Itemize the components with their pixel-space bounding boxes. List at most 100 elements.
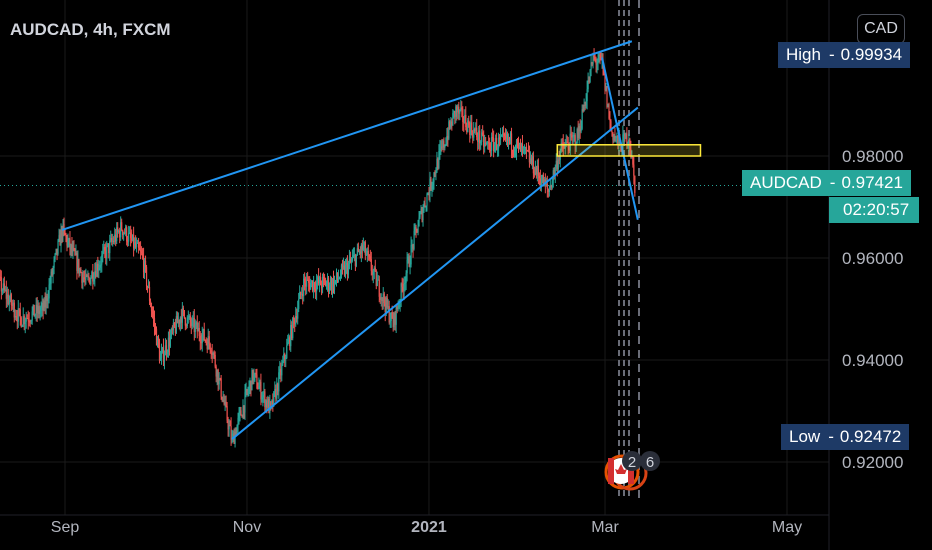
- candle-body: [365, 254, 367, 256]
- currency-button[interactable]: CAD: [857, 14, 905, 44]
- y-tick-label: 0.98000: [842, 147, 903, 166]
- candle-body: [72, 247, 74, 253]
- candle-body: [57, 240, 59, 254]
- candle: [467, 117, 469, 133]
- candle: [480, 140, 482, 150]
- candle-body: [261, 397, 263, 400]
- candle-body: [459, 109, 461, 114]
- candle-body: [241, 415, 243, 418]
- candle-body: [573, 135, 575, 137]
- candle: [476, 118, 478, 141]
- candle-body: [80, 269, 82, 273]
- candle-body: [257, 388, 259, 390]
- candle: [293, 315, 295, 329]
- candle-body: [128, 233, 130, 242]
- count-badge: [622, 451, 642, 471]
- candle: [13, 299, 15, 323]
- candle-body: [217, 369, 219, 385]
- candle: [105, 242, 107, 265]
- candle: [363, 241, 365, 253]
- candle-body: [515, 140, 518, 151]
- candle-body: [153, 318, 156, 327]
- candle: [435, 167, 437, 181]
- candle: [206, 338, 208, 354]
- candle: [313, 275, 315, 299]
- candle-body: [98, 267, 100, 271]
- candle-body: [207, 336, 209, 350]
- candle-body: [355, 254, 357, 266]
- candle: [376, 271, 378, 287]
- candle: [217, 368, 219, 392]
- candle-body: [34, 314, 36, 317]
- candle: [257, 382, 259, 390]
- candle-body: [444, 144, 446, 148]
- candle: [607, 103, 609, 108]
- candle-body: [431, 185, 433, 190]
- candle-body: [506, 134, 509, 141]
- candle: [140, 246, 143, 256]
- candle-body: [393, 312, 395, 328]
- candle-body: [293, 317, 295, 320]
- candle: [344, 258, 347, 279]
- candle-body: [456, 106, 458, 113]
- candle-body: [422, 210, 424, 221]
- candle-body: [322, 277, 325, 279]
- candle-body: [583, 105, 585, 112]
- candle-body: [242, 405, 244, 418]
- candle-body: [551, 180, 553, 188]
- candle: [491, 132, 493, 157]
- candle: [463, 116, 465, 132]
- candle-body: [46, 295, 48, 302]
- candle: [327, 276, 330, 298]
- candle: [267, 395, 269, 409]
- candle: [27, 310, 29, 330]
- candle: [594, 54, 596, 63]
- candle-body: [491, 137, 493, 151]
- candle-body: [401, 283, 403, 287]
- candle: [20, 316, 22, 328]
- resistance-zone: [556, 144, 702, 157]
- candle: [237, 412, 239, 433]
- count-badge: [640, 451, 660, 471]
- candle-body: [471, 122, 473, 133]
- candle: [617, 135, 619, 150]
- candle-body: [159, 357, 162, 361]
- candle: [121, 218, 123, 232]
- candle-body: [8, 300, 10, 305]
- candle: [284, 352, 286, 367]
- candle-body: [591, 62, 593, 65]
- candle: [135, 235, 137, 249]
- candle: [319, 272, 322, 286]
- candle-body: [151, 311, 154, 315]
- candle-body: [3, 283, 5, 290]
- candle: [362, 237, 364, 252]
- candle-body: [37, 306, 39, 314]
- candle-body: [608, 104, 610, 119]
- candle-body: [289, 337, 291, 347]
- candle: [419, 211, 421, 220]
- candle-body: [104, 247, 106, 251]
- candle-body: [267, 398, 269, 408]
- candle-body: [64, 229, 66, 235]
- candle: [492, 128, 494, 142]
- candle-body: [140, 251, 143, 254]
- candle: [137, 237, 140, 254]
- candle: [95, 262, 97, 279]
- candle: [250, 380, 252, 397]
- candle: [150, 302, 153, 318]
- x-tick-label: Nov: [233, 519, 261, 536]
- candle: [52, 265, 54, 284]
- candle-body: [237, 417, 239, 426]
- candle: [531, 152, 534, 170]
- candle: [29, 319, 31, 328]
- candle-body: [137, 242, 140, 248]
- candle-body: [213, 352, 215, 355]
- candle-body: [519, 142, 522, 152]
- candle-body: [377, 279, 379, 281]
- candle-body: [204, 340, 206, 342]
- candle-body: [75, 253, 77, 256]
- candle-body: [146, 286, 149, 288]
- candle: [428, 186, 430, 201]
- candle-body: [579, 126, 581, 132]
